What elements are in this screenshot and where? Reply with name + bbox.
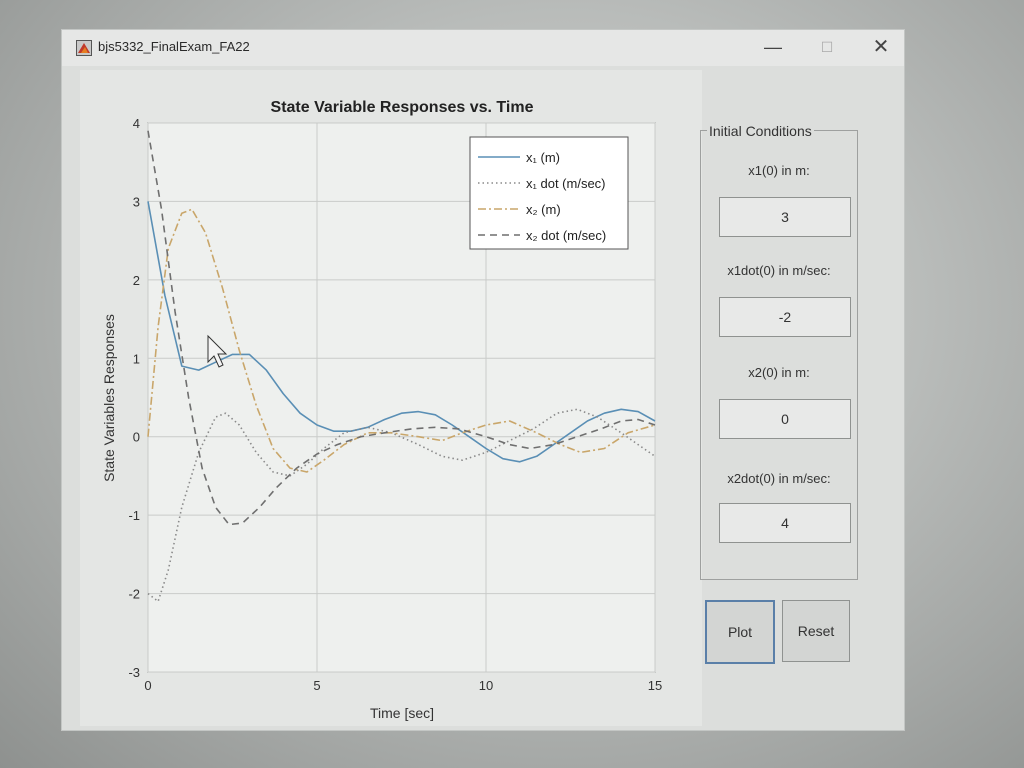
panel-title: Initial Conditions <box>707 123 814 139</box>
y-tick-label: 3 <box>133 194 140 209</box>
mouse-cursor-icon <box>207 334 228 368</box>
y-tick-label: 4 <box>133 116 140 131</box>
x-tick-label: 0 <box>144 678 151 693</box>
x2dot-input[interactable]: 4 <box>719 503 851 543</box>
close-button[interactable]: ✕ <box>872 36 890 58</box>
y-tick-label: -1 <box>128 508 140 523</box>
x1dot-label: x1dot(0) in m/sec: <box>727 263 831 278</box>
legend-entry-1: x₁ dot (m/sec) <box>526 176 606 191</box>
x-tick-label: 15 <box>648 678 662 693</box>
reset-button[interactable]: Reset <box>782 600 850 662</box>
y-tick-label: -3 <box>128 665 140 680</box>
minimize-button[interactable]: — <box>764 37 782 57</box>
title-bar: bjs5332_FinalExam_FA22 — ☐ ✕ <box>62 30 904 66</box>
series-line-3 <box>147 130 656 526</box>
y-tick-label: 0 <box>133 430 140 445</box>
x2-label: x2(0) in m: <box>748 365 810 380</box>
legend: x₁ (m) x₁ dot (m/sec) x₂ (m) x₂ dot (m/sec) <box>469 136 629 250</box>
app-window: bjs5332_FinalExam_FA22 — ☐ ✕ 0 5 10 15 -3 -2-… <box>62 30 904 730</box>
series-line-1 <box>147 408 656 603</box>
x1-input[interactable]: 3 <box>719 197 851 237</box>
plot-button[interactable]: Plot <box>705 600 775 664</box>
plot-figure: 0 5 10 15 -3 -2 -1 0 1 2 3 4 State Variable Respons… <box>80 70 702 726</box>
y-tick-label: 2 <box>133 273 140 288</box>
y-tick-label: 1 <box>133 351 140 366</box>
x1-label: x1(0) in m: <box>748 163 810 178</box>
x2dot-label: x2dot(0) in m/sec: <box>727 471 831 486</box>
y-tick-label: -2 <box>128 587 140 602</box>
matlab-icon <box>76 40 92 56</box>
legend-entry-0: x₁ (m) <box>526 150 560 165</box>
plot-axes: 0 5 10 15 -3 -2 -1 0 1 2 3 4 State Variable Respons… <box>101 99 662 721</box>
maximize-button[interactable]: ☐ <box>820 39 834 55</box>
legend-entry-3: x₂ dot (m/sec) <box>526 228 606 243</box>
x-tick-label: 5 <box>313 678 320 693</box>
chart-title: State Variable Responses vs. Time <box>271 99 534 116</box>
x-tick-label: 10 <box>479 678 493 693</box>
series-line-2 <box>147 208 656 473</box>
legend-box <box>469 136 629 250</box>
x-axis-label: Time [sec] <box>370 705 434 721</box>
legend-entry-2: x₂ (m) <box>526 202 561 217</box>
initial-conditions-panel: Initial Conditions x1(0) in m: 3 x1dot(0… <box>700 123 858 580</box>
series-line-0 <box>147 201 656 463</box>
window-title: bjs5332_FinalExam_FA22 <box>98 39 250 54</box>
x2-input[interactable]: 0 <box>719 399 851 439</box>
y-axis-label: State Variables Responses <box>101 314 117 482</box>
x1dot-input[interactable]: -2 <box>719 297 851 337</box>
